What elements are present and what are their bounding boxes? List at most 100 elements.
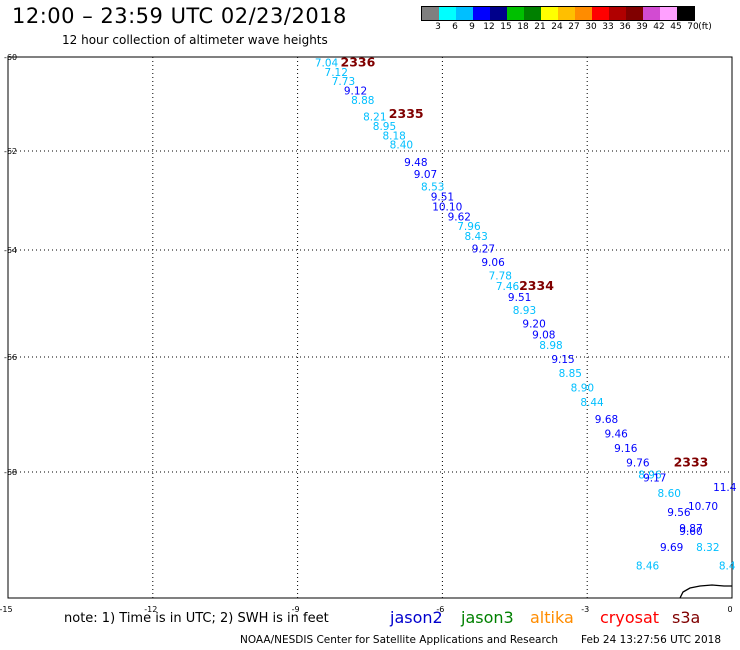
wave-height-value: 9.60 <box>679 526 702 538</box>
latitude-tick-label: -70 <box>4 0 17 2</box>
wave-height-color-legend <box>421 6 695 21</box>
wave-height-value: 8.40 <box>390 140 413 152</box>
legend-swatch <box>473 7 490 20</box>
satellite-label-altika: altika <box>530 608 574 627</box>
legend-swatch <box>456 7 473 20</box>
legend-label: 3 <box>435 22 441 32</box>
wave-height-value: 9.06 <box>481 257 505 269</box>
legend-label: 70 <box>687 22 699 32</box>
legend-label: 18 <box>517 22 529 32</box>
wave-height-value: 8.96 <box>638 469 662 481</box>
wave-height-value: 9.62 <box>448 211 471 223</box>
legend-swatch <box>643 7 660 20</box>
legend-label: 36 <box>619 22 631 32</box>
wave-height-value: 9.76 <box>626 457 650 469</box>
legend-swatch <box>575 7 592 20</box>
longitude-tick-label: -3 <box>581 605 589 614</box>
legend-label: 27 <box>568 22 580 32</box>
wave-height-value: 9.12 <box>344 86 367 98</box>
pass-number-label: 2334 <box>519 278 554 293</box>
wave-height-value: 9.87 <box>679 523 702 535</box>
wave-height-value: 8.46 <box>636 561 660 573</box>
latitude-tick-label: -68 <box>4 468 17 477</box>
legend-label: 21 <box>534 22 546 32</box>
wave-height-value: 10.10 <box>432 201 462 213</box>
satellite-label-cryosat: cryosat <box>600 608 660 627</box>
legend-swatch <box>422 7 439 20</box>
legend-swatch <box>609 7 626 20</box>
wave-height-value: 8.95 <box>373 121 396 133</box>
wave-height-value: 8.93 <box>513 305 536 317</box>
pass-number-label: 2335 <box>389 106 424 121</box>
wave-height-value: 9.46 <box>604 429 628 441</box>
coastline-path <box>679 584 732 599</box>
map-note: note: 1) Time is in UTC; 2) SWH is in fe… <box>64 611 329 626</box>
legend-swatch <box>626 7 643 20</box>
legend-label: 45 <box>670 22 682 32</box>
longitude-tick-label: -15 <box>0 605 13 614</box>
wave-height-value: 9.07 <box>414 169 437 181</box>
legend-swatch <box>592 7 609 20</box>
legend-label: (ft) <box>698 22 712 32</box>
legend-swatch <box>439 7 456 20</box>
legend-label: 24 <box>551 22 563 32</box>
wave-height-value: 9.48 <box>404 157 427 169</box>
legend-swatch <box>677 7 694 20</box>
legend-swatch <box>660 7 677 20</box>
latitude-tick-label: -62 <box>4 147 17 156</box>
wave-height-value: 7.12 <box>325 67 348 79</box>
wave-height-value: 7.04 <box>315 57 339 69</box>
legend-label: 9 <box>469 22 475 32</box>
coastline <box>679 584 732 599</box>
wave-height-value: 10.70 <box>688 501 718 513</box>
generated-timestamp: Feb 24 13:27:56 UTC 2018 <box>581 634 721 646</box>
wave-height-value: 9.08 <box>532 329 555 341</box>
wave-height-value: 9.20 <box>522 319 545 331</box>
pass-number-label: 2333 <box>674 454 709 469</box>
wave-height-value: 9.51 <box>508 292 531 304</box>
altimeter-observations: 7.047.127.739.128.88 8.218.958.188.40 9.48… <box>315 57 737 572</box>
legend-label: 12 <box>483 22 495 32</box>
wave-height-value: 8.98 <box>539 340 562 352</box>
legend-label: 15 <box>500 22 512 32</box>
wave-height-value: 8.90 <box>571 383 594 395</box>
map-title: 12:00 – 23:59 UTC 02/23/2018 <box>12 4 347 28</box>
longitude-tick-label: -9 <box>292 605 300 614</box>
wave-height-value: 8.4 <box>719 561 736 573</box>
wave-height-value: 9.68 <box>595 414 618 426</box>
wave-height-value: 8.21 <box>363 111 386 123</box>
map-frame <box>7 56 733 599</box>
wave-height-value: 11.4 <box>713 482 737 494</box>
wave-height-value: 7.73 <box>332 76 355 88</box>
wave-height-value: 9.56 <box>667 507 691 519</box>
wave-height-value: 7.78 <box>489 270 512 282</box>
wave-height-value: 7.46 <box>496 281 520 293</box>
latitude-tick-label: -60 <box>4 53 17 62</box>
wave-height-value: 8.60 <box>658 488 681 500</box>
wave-height-value: 8.85 <box>559 368 582 380</box>
satellite-label-s3a: s3a <box>672 608 701 627</box>
latitude-tick-label: -66 <box>4 353 17 362</box>
longitude-tick-label: 0 <box>727 605 732 614</box>
legend-swatch <box>507 7 524 20</box>
legend-label: 33 <box>602 22 614 32</box>
wave-height-value: 9.51 <box>431 192 454 204</box>
legend-label: 30 <box>585 22 597 32</box>
latitude-tick-label: -64 <box>4 246 17 255</box>
wave-height-value: 9.69 <box>660 542 683 554</box>
pass-number-label: 2336 <box>341 54 376 69</box>
legend-swatch <box>541 7 558 20</box>
wave-height-value: 8.44 <box>580 397 604 409</box>
wave-height-value: 9.15 <box>551 354 574 366</box>
legend-swatch <box>558 7 575 20</box>
wave-height-value: 9.27 <box>472 244 495 256</box>
map-grid <box>7 56 733 599</box>
satellite-pass-labels: 2336 2335 2334 2333 <box>341 54 709 469</box>
wave-height-value: 8.18 <box>382 130 405 142</box>
wave-height-value: 9.17 <box>643 472 666 484</box>
satellite-label-jason2: jason2 <box>390 608 443 627</box>
satellite-label-jason3: jason3 <box>461 608 514 627</box>
wave-height-value: 8.32 <box>696 542 719 554</box>
wave-height-value: 7.96 <box>457 221 481 233</box>
